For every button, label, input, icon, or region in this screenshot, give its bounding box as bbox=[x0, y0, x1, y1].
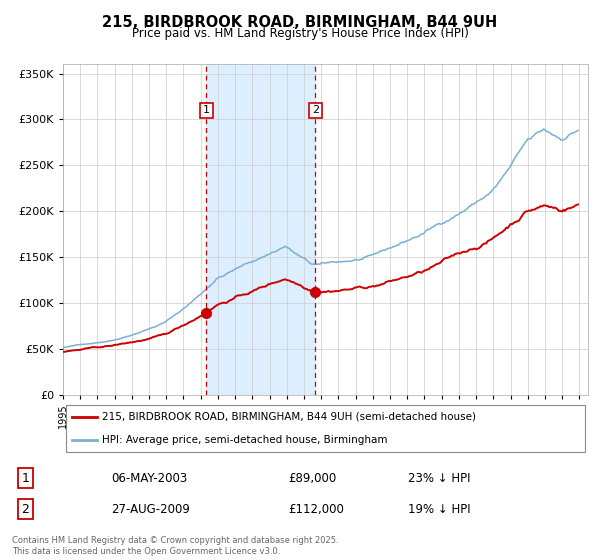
Text: 1: 1 bbox=[203, 105, 210, 115]
Text: 2: 2 bbox=[21, 502, 29, 516]
FancyBboxPatch shape bbox=[65, 405, 586, 451]
Text: £89,000: £89,000 bbox=[288, 472, 336, 484]
Text: £112,000: £112,000 bbox=[288, 502, 344, 516]
Text: HPI: Average price, semi-detached house, Birmingham: HPI: Average price, semi-detached house,… bbox=[103, 435, 388, 445]
Text: 2: 2 bbox=[312, 105, 319, 115]
Text: 1: 1 bbox=[21, 472, 29, 484]
Bar bbox=[206, 64, 316, 395]
Text: 19% ↓ HPI: 19% ↓ HPI bbox=[408, 502, 470, 516]
Text: Price paid vs. HM Land Registry's House Price Index (HPI): Price paid vs. HM Land Registry's House … bbox=[131, 27, 469, 40]
Text: 06-MAY-2003: 06-MAY-2003 bbox=[111, 472, 187, 484]
Text: 215, BIRDBROOK ROAD, BIRMINGHAM, B44 9UH (semi-detached house): 215, BIRDBROOK ROAD, BIRMINGHAM, B44 9UH… bbox=[103, 412, 476, 422]
Text: 27-AUG-2009: 27-AUG-2009 bbox=[111, 502, 190, 516]
Text: 23% ↓ HPI: 23% ↓ HPI bbox=[408, 472, 470, 484]
Text: Contains HM Land Registry data © Crown copyright and database right 2025.
This d: Contains HM Land Registry data © Crown c… bbox=[12, 536, 338, 556]
Text: 215, BIRDBROOK ROAD, BIRMINGHAM, B44 9UH: 215, BIRDBROOK ROAD, BIRMINGHAM, B44 9UH bbox=[103, 15, 497, 30]
